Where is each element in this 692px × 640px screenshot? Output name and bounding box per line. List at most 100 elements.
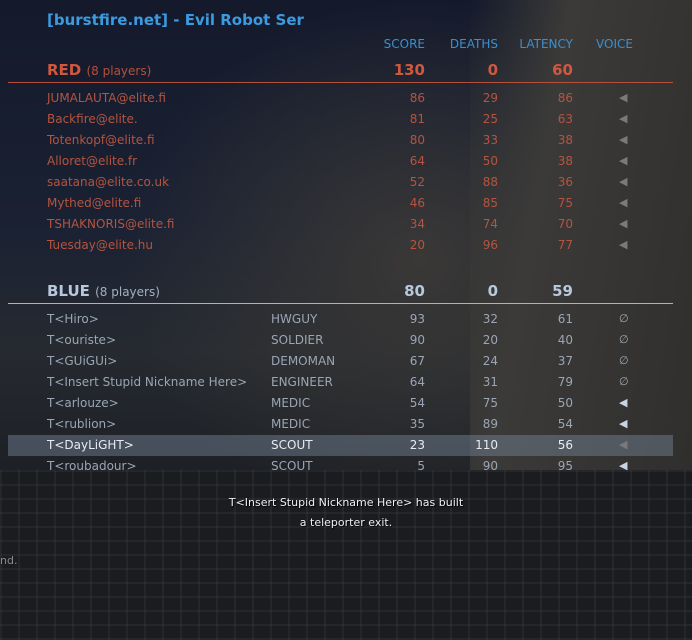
team-player-count: (8 players) [95,285,160,299]
player-name: T<Insert Stupid Nickname Here> [47,375,248,389]
team-name: BLUE [47,282,90,300]
player-class: MEDIC [271,396,311,410]
player-row[interactable]: Tuesday@elite.hu 20 96 77 ◀ [8,235,673,256]
player-deaths: 32 [482,312,498,326]
player-row[interactable]: T<Hiro> HWGUY 93 32 61 ∅ [8,309,673,330]
col-deaths: DEATHS [449,37,498,51]
player-score: 54 [409,396,425,410]
player-score: 81 [409,112,425,126]
player-score: 64 [409,154,425,168]
team-latency: 59 [552,282,573,300]
player-deaths: 74 [482,217,498,231]
muted-icon[interactable]: ∅ [619,312,629,325]
team-player-count: (8 players) [86,64,152,78]
player-name: JUMALAUTA@elite.fi [47,91,166,105]
player-deaths: 75 [482,396,498,410]
player-latency: 36 [557,175,573,189]
player-latency: 63 [557,112,573,126]
speaker-icon[interactable]: ◀ [619,438,628,451]
player-deaths: 90 [482,459,498,473]
team-deaths: 0 [487,282,498,300]
chat-fragment: nd. [0,554,18,567]
player-latency: 79 [557,375,573,389]
player-latency: 54 [557,417,573,431]
player-deaths: 29 [482,91,498,105]
player-latency: 56 [557,438,573,452]
speaker-icon[interactable]: ◀ [619,154,628,167]
player-class: SCOUT [271,459,313,473]
col-score: SCORE [383,37,425,51]
player-name: Backfire@elite. [47,112,138,126]
player-row[interactable]: T<arlouze> MEDIC 54 75 50 ◀ [8,393,673,414]
player-row[interactable]: Mythed@elite.fi 46 85 75 ◀ [8,193,673,214]
player-deaths: 24 [482,354,498,368]
col-voice: VOICE [596,37,633,51]
player-latency: 61 [557,312,573,326]
player-score: 23 [409,438,425,452]
player-row[interactable]: T<DayLiGHT> SCOUT 23 110 56 ◀ [8,435,673,456]
player-name: Mythed@elite.fi [47,196,142,210]
player-score: 86 [409,91,425,105]
player-score: 5 [417,459,425,473]
player-row[interactable]: TSHAKNORIS@elite.fi 34 74 70 ◀ [8,214,673,235]
player-name: T<GUiGUi> [47,354,118,368]
player-name: TSHAKNORIS@elite.fi [47,217,175,231]
player-row[interactable]: T<roubadour> SCOUT 5 90 95 ◀ [8,456,673,477]
player-score: 90 [409,333,425,347]
speaker-icon[interactable]: ◀ [619,133,628,146]
team-divider [8,82,673,83]
speaker-active-icon[interactable]: ◀ [619,459,628,472]
player-deaths: 88 [482,175,498,189]
team-latency: 60 [552,61,573,79]
player-row[interactable]: T<ouriste> SOLDIER 90 20 40 ∅ [8,330,673,351]
player-class: SCOUT [271,438,313,452]
player-name: T<roubadour> [47,459,137,473]
speaker-icon[interactable]: ◀ [619,196,628,209]
player-score: 80 [409,133,425,147]
player-score: 35 [409,417,425,431]
player-latency: 50 [557,396,573,410]
red-team-header: RED (8 players) [47,61,151,79]
notification-line2: a teleporter exit. [299,516,393,529]
player-row[interactable]: Alloret@elite.fr 64 50 38 ◀ [8,151,673,172]
player-row[interactable]: Totenkopf@elite.fi 80 33 38 ◀ [8,130,673,151]
speaker-active-icon[interactable]: ◀ [619,396,628,409]
speaker-icon[interactable]: ◀ [619,91,628,104]
player-row[interactable]: JUMALAUTA@elite.fi 86 29 86 ◀ [8,88,673,109]
speaker-active-icon[interactable]: ◀ [619,417,628,430]
server-title: [burstfire.net] - Evil Robot Ser [47,11,304,29]
player-class: DEMOMAN [271,354,336,368]
speaker-icon[interactable]: ◀ [619,112,628,125]
speaker-icon[interactable]: ◀ [619,238,628,251]
player-name: T<Hiro> [47,312,99,326]
player-latency: 95 [557,459,573,473]
player-latency: 77 [557,238,573,252]
player-class: SOLDIER [271,333,324,347]
player-latency: 38 [557,154,573,168]
player-deaths: 110 [475,438,498,452]
player-class: HWGUY [271,312,318,326]
player-name: Tuesday@elite.hu [47,238,153,252]
player-name: Totenkopf@elite.fi [47,133,155,147]
muted-icon[interactable]: ∅ [619,333,629,346]
player-name: saatana@elite.co.uk [47,175,170,189]
player-deaths: 50 [482,154,498,168]
player-score: 64 [409,375,425,389]
speaker-icon[interactable]: ◀ [619,217,628,230]
player-latency: 70 [557,217,573,231]
muted-icon[interactable]: ∅ [619,354,629,367]
player-name: T<ouriste> [47,333,116,347]
team-divider [8,303,673,304]
player-latency: 86 [557,91,573,105]
player-row[interactable]: T<GUiGUi> DEMOMAN 67 24 37 ∅ [8,351,673,372]
player-score: 52 [409,175,425,189]
player-deaths: 89 [482,417,498,431]
speaker-icon[interactable]: ◀ [619,175,628,188]
player-row[interactable]: Backfire@elite. 81 25 63 ◀ [8,109,673,130]
player-name: Alloret@elite.fr [47,154,138,168]
player-row[interactable]: T<Insert Stupid Nickname Here> ENGINEER … [8,372,673,393]
player-row[interactable]: T<rublion> MEDIC 35 89 54 ◀ [8,414,673,435]
player-row[interactable]: saatana@elite.co.uk 52 88 36 ◀ [8,172,673,193]
player-name: T<rublion> [47,417,117,431]
muted-icon[interactable]: ∅ [619,375,629,388]
